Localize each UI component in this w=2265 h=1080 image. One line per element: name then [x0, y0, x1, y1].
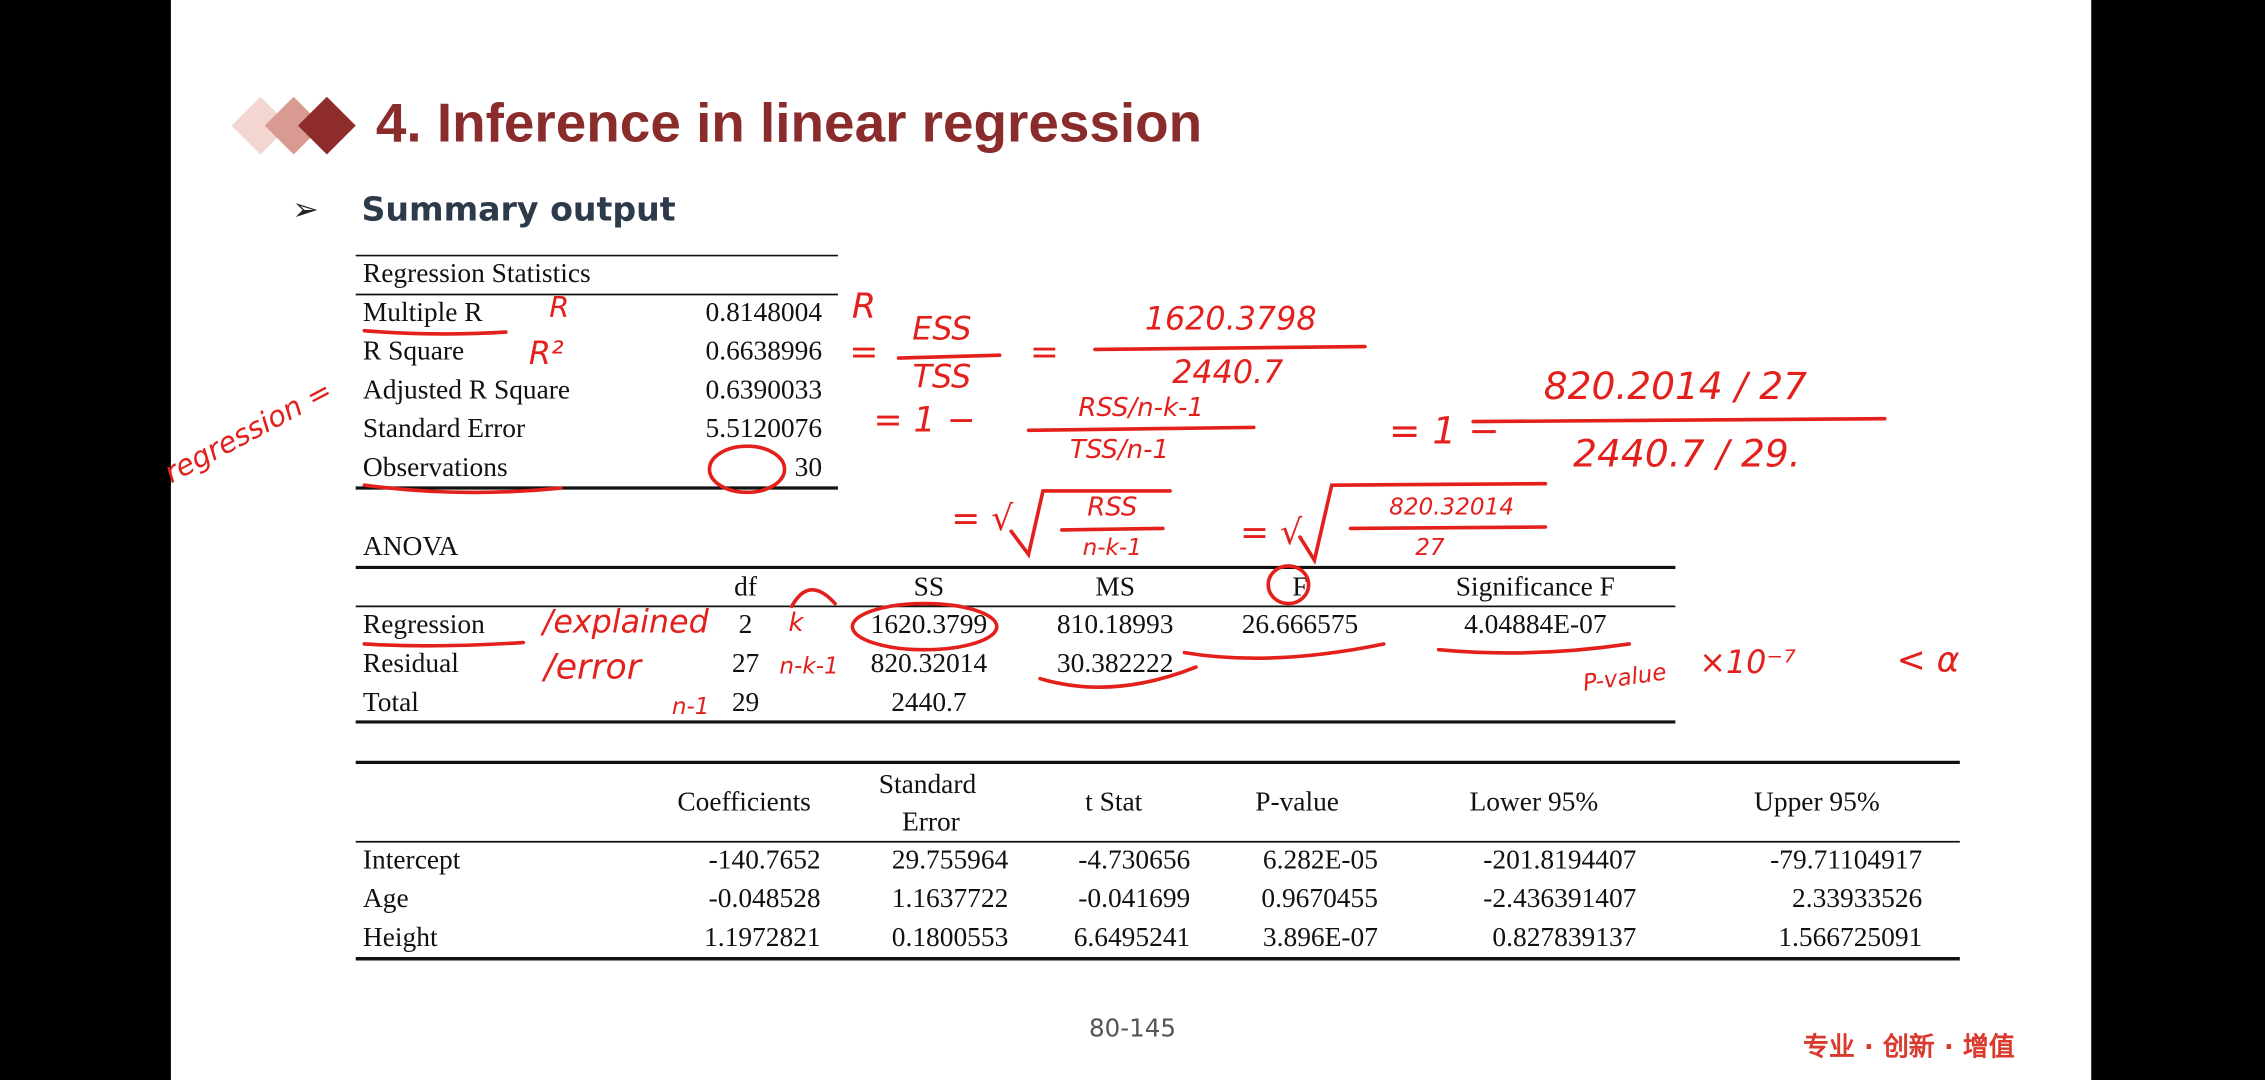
row-label: Standard Error	[363, 413, 525, 443]
column-header: F	[1292, 571, 1307, 601]
slide	[170, 0, 2092, 1080]
handwritten-note: 2440.7	[1172, 355, 1283, 391]
cell: 5.5120076	[706, 413, 823, 443]
row-label: Regression	[363, 609, 485, 639]
handwritten-note: R²	[529, 336, 564, 372]
handwritten-note: n-k-1	[779, 654, 838, 680]
handwritten-note: ×10⁻⁷	[1699, 645, 1796, 681]
section-heading: Summary output	[361, 189, 675, 228]
cell: 6.282E-05	[1263, 844, 1378, 874]
handwritten-note: = 1 −	[874, 401, 976, 441]
cell: -2.436391407	[1483, 883, 1636, 913]
handwritten-note: = √	[951, 499, 1014, 539]
cell: 4.04884E-07	[1464, 609, 1606, 639]
row-label: Adjusted R Square	[363, 374, 570, 404]
cell: 1.566725091	[1778, 922, 1922, 952]
column-header: Lower 95%	[1470, 787, 1599, 817]
handwritten-note: TSS	[913, 359, 972, 395]
handwritten-note: ESS	[912, 312, 971, 348]
column-header: Standard Error	[879, 769, 977, 837]
row-label: Multiple R	[363, 297, 483, 327]
row-label: R Square	[363, 336, 464, 366]
cell: 0.1800553	[892, 922, 1009, 952]
handwritten-note: TSS/n-1	[1070, 435, 1169, 465]
handwritten-note: =	[849, 333, 878, 373]
row-label: Height	[363, 922, 438, 952]
column-header: P-value	[1255, 787, 1339, 817]
tables: Regression Statistics Multiple R 0.8148004…	[355, 254, 1960, 961]
cell: -0.041699	[1078, 883, 1190, 913]
cell: 30	[795, 452, 822, 482]
cell: 0.827839137	[1492, 922, 1636, 952]
cell: -79.71104917	[1770, 844, 1922, 874]
cell: 1.1972821	[704, 922, 821, 952]
column-header: Significance F	[1456, 571, 1615, 601]
handwritten-note: 27	[1415, 535, 1445, 561]
handwritten-note: R	[549, 290, 569, 324]
cell: 820.32014	[871, 648, 988, 678]
handwritten-note: k	[789, 608, 805, 638]
handwritten-note: RSS	[1087, 493, 1137, 523]
cell: 0.6390033	[706, 374, 823, 404]
cell: 0.6638996	[706, 336, 823, 366]
cell: 29.755964	[892, 844, 1009, 874]
handwritten-note: 1620.3798	[1145, 302, 1317, 338]
cell: 2	[739, 609, 753, 639]
cell: 26.666575	[1242, 609, 1359, 639]
bullet: ➢	[292, 192, 319, 228]
handwritten-note: RSS/n-k-1	[1078, 393, 1204, 423]
handwritten-note: 820.2014 / 27	[1544, 364, 1807, 408]
column-header: t Stat	[1085, 787, 1143, 817]
handwritten-note: n-1	[672, 694, 710, 720]
page-number: 80-145	[1089, 1013, 1176, 1042]
cell: -201.8194407	[1483, 844, 1636, 874]
footer-brand: 专业 · 创新 · 增值	[1803, 1032, 2015, 1063]
column-header: df	[734, 571, 758, 601]
cell: 0.9670455	[1261, 883, 1378, 913]
cell: -140.7652	[709, 844, 821, 874]
cell: 29	[732, 687, 759, 717]
column-header: Coefficients	[677, 787, 811, 817]
cell: 27	[732, 648, 759, 678]
handwritten-note: < α	[1897, 640, 1960, 680]
handwritten-note: =	[1030, 333, 1059, 373]
cell: 2.33933526	[1792, 883, 1922, 913]
row-label: Total	[363, 687, 419, 717]
handwritten-note: R	[852, 287, 876, 327]
cell: 810.18993	[1057, 609, 1174, 639]
cell: 30.382222	[1057, 648, 1174, 678]
handwritten-note: = √	[1240, 513, 1303, 553]
handwritten-note: = 1 −	[1389, 409, 1500, 453]
handwritten-note: n-k-1	[1083, 535, 1142, 561]
column-header: Upper 95%	[1754, 787, 1880, 817]
cell: 1620.3799	[871, 609, 988, 639]
title-icon	[231, 96, 356, 155]
row-label: Residual	[363, 648, 459, 678]
row-label: Observations	[363, 452, 508, 482]
cell: 6.6495241	[1074, 922, 1191, 952]
table-title: ANOVA	[363, 531, 459, 561]
cell: 1.1637722	[892, 883, 1009, 913]
handwritten-note: /explained	[540, 605, 710, 641]
handwritten-note: /error	[541, 648, 644, 688]
cell: 2440.7	[891, 687, 966, 717]
slide-title: 4. Inference in linear regression	[376, 92, 1202, 154]
row-label: Intercept	[363, 844, 461, 874]
cell: 0.8148004	[706, 297, 823, 327]
table-header: Regression Statistics	[363, 258, 591, 288]
row-label: Age	[363, 883, 409, 913]
cell: -0.048528	[709, 883, 821, 913]
ink-strokes	[362, 328, 1887, 689]
column-header: SS	[914, 571, 945, 601]
handwritten-note: 820.32014	[1389, 495, 1514, 521]
column-header: MS	[1095, 571, 1135, 601]
handwritten-note: 2440.7 / 29.	[1573, 432, 1801, 476]
cell: -4.730656	[1078, 844, 1190, 874]
cell: 3.896E-07	[1263, 922, 1378, 952]
